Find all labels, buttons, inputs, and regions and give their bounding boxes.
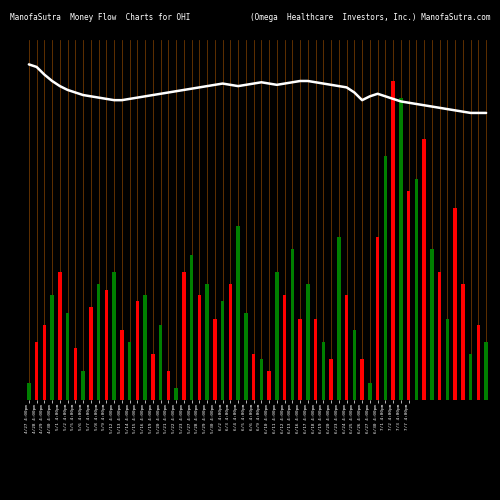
Bar — [213, 318, 216, 400]
Bar — [407, 191, 410, 400]
Bar — [476, 324, 480, 400]
Bar — [244, 313, 248, 400]
Bar — [330, 360, 333, 400]
Bar — [260, 360, 263, 400]
Bar — [484, 342, 488, 400]
Bar — [298, 318, 302, 400]
Bar — [206, 284, 209, 400]
Bar — [461, 284, 464, 400]
Bar — [66, 313, 70, 400]
Bar — [74, 348, 77, 400]
Bar — [89, 307, 92, 400]
Bar — [104, 290, 108, 400]
Bar — [190, 255, 194, 400]
Bar — [82, 371, 85, 400]
Bar — [376, 238, 380, 400]
Bar — [454, 208, 457, 400]
Bar — [182, 272, 186, 400]
Text: ManofaSutra  Money Flow  Charts for OHI: ManofaSutra Money Flow Charts for OHI — [10, 12, 190, 22]
Bar — [283, 296, 286, 400]
Bar — [422, 138, 426, 400]
Bar — [27, 382, 30, 400]
Bar — [384, 156, 387, 400]
Bar — [159, 324, 162, 400]
Bar — [290, 249, 294, 400]
Bar — [112, 272, 116, 400]
Bar — [368, 382, 372, 400]
Bar — [252, 354, 256, 400]
Bar — [42, 324, 46, 400]
Bar — [392, 80, 395, 400]
Bar — [151, 354, 154, 400]
Bar — [221, 302, 224, 400]
Bar — [314, 318, 318, 400]
Bar — [345, 296, 348, 400]
Bar — [228, 284, 232, 400]
Bar — [414, 180, 418, 400]
Bar — [174, 388, 178, 400]
Bar — [128, 342, 132, 400]
Bar — [236, 226, 240, 400]
Bar — [97, 284, 100, 400]
Bar — [268, 371, 271, 400]
Bar — [166, 371, 170, 400]
Bar — [198, 296, 201, 400]
Text: (Omega  Healthcare  Investors, Inc.) ManofaSutra.com: (Omega Healthcare Investors, Inc.) Manof… — [250, 12, 490, 22]
Bar — [50, 296, 54, 400]
Bar — [352, 330, 356, 400]
Bar — [120, 330, 124, 400]
Bar — [322, 342, 325, 400]
Bar — [446, 318, 449, 400]
Bar — [337, 238, 340, 400]
Bar — [275, 272, 278, 400]
Bar — [430, 249, 434, 400]
Bar — [58, 272, 61, 400]
Bar — [144, 296, 147, 400]
Bar — [469, 354, 472, 400]
Bar — [136, 302, 139, 400]
Bar — [438, 272, 442, 400]
Bar — [35, 342, 38, 400]
Bar — [360, 360, 364, 400]
Bar — [306, 284, 310, 400]
Bar — [399, 98, 402, 400]
